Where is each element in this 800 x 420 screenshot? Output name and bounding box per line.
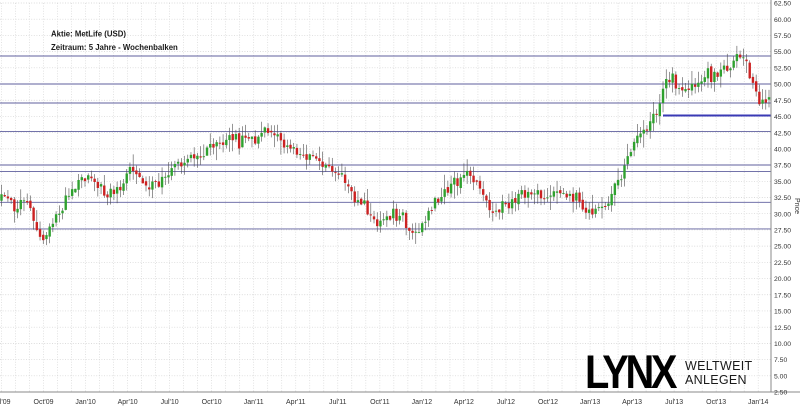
svg-text:Jul'13: Jul'13: [665, 399, 683, 406]
svg-text:Price: Price: [793, 198, 800, 214]
svg-text:ANLEGEN: ANLEGEN: [685, 373, 747, 387]
svg-text:15.00: 15.00: [774, 309, 791, 316]
svg-text:LYNX: LYNX: [585, 345, 677, 398]
svg-text:37.50: 37.50: [774, 163, 791, 170]
svg-text:5.00: 5.00: [774, 373, 787, 380]
svg-text:35.00: 35.00: [774, 179, 791, 186]
svg-text:17.50: 17.50: [774, 292, 791, 299]
svg-text:30.00: 30.00: [774, 211, 791, 218]
svg-text:57.50: 57.50: [774, 33, 791, 40]
svg-text:Jan'12: Jan'12: [412, 399, 433, 406]
svg-text:WELTWEIT: WELTWEIT: [685, 359, 753, 373]
svg-text:40.00: 40.00: [774, 146, 791, 153]
svg-text:Apr'13: Apr'13: [622, 399, 642, 406]
svg-text:22.50: 22.50: [774, 260, 791, 267]
svg-text:Oct'11: Oct'11: [370, 399, 390, 406]
svg-text:50.00: 50.00: [774, 82, 791, 89]
svg-text:Jan'11: Jan'11: [244, 399, 264, 406]
svg-text:52.50: 52.50: [774, 65, 791, 72]
svg-text:Jan'10: Jan'10: [75, 399, 96, 406]
svg-text:47.50: 47.50: [774, 98, 791, 105]
svg-text:Apr'11: Apr'11: [286, 399, 306, 406]
svg-text:62.50: 62.50: [774, 1, 791, 8]
svg-text:32.50: 32.50: [774, 195, 791, 202]
svg-text:42.50: 42.50: [774, 130, 791, 137]
svg-text:Jul'12: Jul'12: [497, 399, 515, 406]
svg-text:10.00: 10.00: [774, 341, 791, 348]
svg-text:Jul'09: Jul'09: [0, 399, 11, 406]
svg-text:20.00: 20.00: [774, 276, 791, 283]
svg-text:55.00: 55.00: [774, 49, 791, 56]
svg-text:Apr'10: Apr'10: [118, 399, 138, 406]
svg-text:Jan'13: Jan'13: [580, 399, 601, 406]
svg-text:Oct'10: Oct'10: [202, 399, 222, 406]
svg-text:Oct'13: Oct'13: [706, 399, 726, 406]
svg-text:Aktie: MetLife (USD): Aktie: MetLife (USD): [51, 30, 126, 39]
svg-text:45.00: 45.00: [774, 114, 791, 121]
svg-text:Oct'12: Oct'12: [538, 399, 558, 406]
svg-text:Jul'10: Jul'10: [161, 399, 179, 406]
svg-text:Oct'09: Oct'09: [34, 399, 54, 406]
svg-text:27.50: 27.50: [774, 228, 791, 235]
svg-text:Apr'12: Apr'12: [454, 399, 474, 406]
svg-text:Zeitraum: 5 Jahre - Wochenbalk: Zeitraum: 5 Jahre - Wochenbalken: [51, 43, 178, 52]
svg-text:2.50: 2.50: [774, 390, 787, 397]
svg-text:25.00: 25.00: [774, 244, 791, 251]
svg-text:60.00: 60.00: [774, 17, 791, 24]
svg-text:12.50: 12.50: [774, 325, 791, 332]
svg-text:Jan'14: Jan'14: [748, 399, 769, 406]
svg-text:Jul'11: Jul'11: [329, 399, 347, 406]
svg-text:7.50: 7.50: [774, 357, 787, 364]
